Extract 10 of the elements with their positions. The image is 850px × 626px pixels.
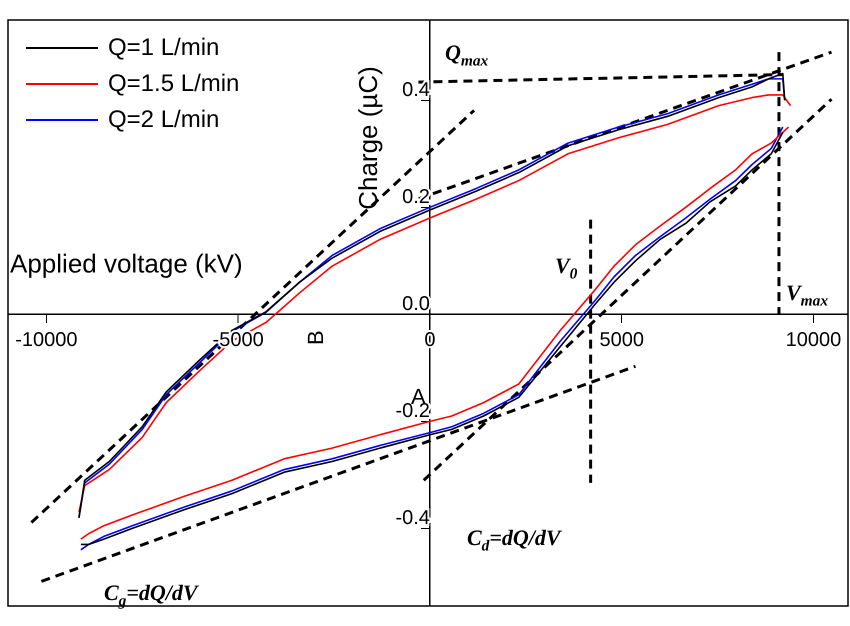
x-tick-label: 10000 [786, 328, 842, 351]
annotation: B [303, 330, 328, 345]
legend-label: Q=1 L/min [108, 33, 220, 63]
x-axis-title: Applied voltage (kV) [10, 248, 243, 278]
y-tick-label: 0.2 [402, 186, 430, 208]
y-axis-title: Charge (µC) [353, 66, 384, 210]
legend-label: Q=2 L/min [108, 105, 220, 135]
legend-label: Q=1.5 L/min [108, 69, 240, 99]
x-tick-label: -10000 [15, 328, 78, 351]
x-tick-label: 5000 [599, 328, 644, 351]
